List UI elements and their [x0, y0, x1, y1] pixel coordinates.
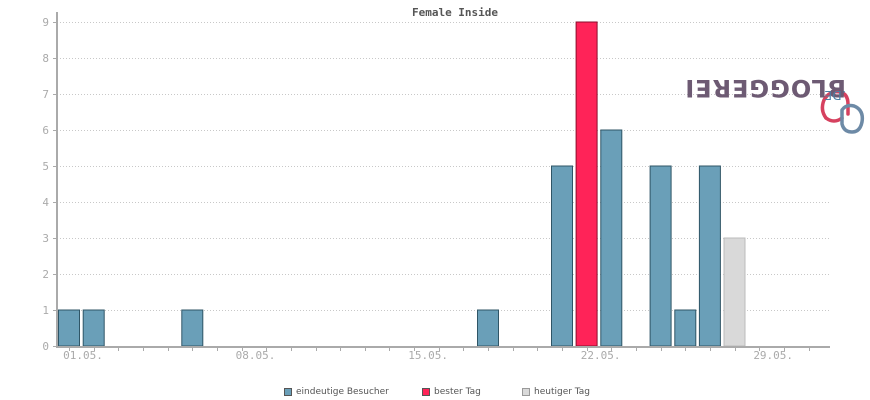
bar-day-2 — [82, 309, 105, 347]
x-tick-labels: 01.05. 08.05. 15.05. 22.05. 29.05. — [63, 349, 793, 362]
bar-day-27 — [698, 165, 721, 347]
bloggerei-logo-text: BLOGGEREI .DE — [684, 72, 846, 212]
legend-item-best-day: bester Tag — [422, 385, 481, 399]
y-tick-label: 1 — [42, 304, 49, 317]
bar-day-21 — [551, 165, 573, 347]
y-tick-label: 5 — [42, 160, 49, 173]
bar-day-25 — [649, 165, 672, 347]
x-tick-label: 01.05. — [63, 349, 103, 362]
y-tick-label: 2 — [42, 268, 49, 281]
bar-day-26 — [674, 309, 697, 347]
y-tick-label: 4 — [42, 196, 49, 209]
bar-day-28 — [723, 237, 746, 347]
chart-title: Female Inside — [412, 6, 498, 19]
x-tick-label: 15.05. — [408, 349, 448, 362]
y-tick-label: 8 — [42, 52, 49, 65]
bar-day-6 — [181, 309, 204, 347]
x-tick-label: 08.05. — [236, 349, 276, 362]
x-tick-label: 22.05. — [581, 349, 621, 362]
y-tick-label: 7 — [42, 88, 49, 101]
legend: eindeutige Besucher bester Tag heutiger … — [0, 385, 870, 399]
y-tick-label: 3 — [42, 232, 49, 245]
bar-day-23 — [600, 129, 623, 347]
axes — [53, 12, 830, 351]
legend-item-visitors: eindeutige Besucher — [284, 385, 389, 399]
legend-swatch-today — [522, 388, 530, 396]
legend-label-best-day: bester Tag — [434, 387, 481, 397]
legend-swatch-best-day — [422, 388, 430, 396]
legend-item-today: heutiger Tag — [522, 385, 590, 399]
logo-main-text: BLOGGEREI — [684, 74, 846, 102]
legend-label-visitors: eindeutige Besucher — [296, 387, 389, 397]
x-tick-label: 29.05. — [753, 349, 793, 362]
bar-day-22 — [575, 21, 598, 347]
y-tick-labels: 0 1 2 3 4 5 6 7 8 9 — [42, 16, 49, 353]
logo-suffix-text: .DE — [823, 88, 846, 102]
y-tick-label: 0 — [42, 340, 49, 353]
bar-day-1 — [58, 309, 80, 347]
bloggerei-logo-icon — [820, 89, 865, 134]
legend-swatch-visitors — [284, 388, 292, 396]
bar-day-18 — [477, 309, 499, 347]
y-tick-label: 6 — [42, 124, 49, 137]
legend-label-today: heutiger Tag — [534, 387, 591, 397]
bars — [58, 21, 746, 347]
y-tick-label: 9 — [42, 16, 49, 29]
